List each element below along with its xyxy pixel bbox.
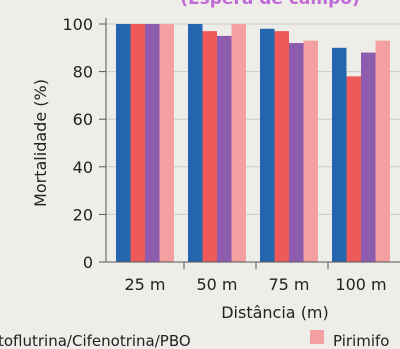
bar	[289, 43, 304, 262]
bar	[116, 24, 131, 262]
x-tick-label: 50 m	[196, 275, 237, 294]
x-axis-title: Distância (m)	[221, 303, 329, 322]
legend-label: toflutrina/Cifenotrina/PBO	[0, 332, 191, 349]
bar	[274, 31, 289, 262]
bars	[116, 24, 390, 263]
bar	[231, 24, 246, 262]
y-axis-title: Mortalidade (%)	[31, 79, 50, 207]
axes	[105, 18, 400, 269]
bar	[375, 40, 390, 262]
y-tick-label: 20	[73, 205, 93, 224]
y-tick-labels: 0 20 40 60 80 100	[62, 15, 93, 272]
legend: toflutrina/Cifenotrina/PBO Pirimifo	[0, 330, 389, 349]
bar	[217, 35, 232, 263]
y-tick-label: 80	[73, 63, 93, 82]
bar	[202, 31, 217, 262]
bar	[346, 76, 361, 262]
y-tick-label: 60	[73, 110, 93, 129]
bar	[159, 24, 174, 262]
bar	[260, 28, 275, 263]
bar	[361, 52, 376, 263]
legend-label: Pirimifo	[333, 332, 389, 349]
legend-swatch	[310, 330, 324, 344]
bar	[188, 24, 203, 262]
bar	[332, 47, 347, 262]
bar	[130, 24, 145, 262]
bar	[303, 40, 318, 262]
x-tick-label: 100 m	[335, 275, 386, 294]
x-tick-labels: 25 m 50 m 75 m 100 m	[124, 275, 386, 294]
y-tick-label: 40	[73, 158, 93, 177]
y-tick-label: 100	[62, 15, 93, 34]
bar	[145, 24, 160, 262]
x-tick-label: 25 m	[124, 275, 165, 294]
y-tick-label: 0	[83, 253, 93, 272]
chart-title: (Espera de campo)	[180, 0, 359, 9]
x-tick-label: 75 m	[268, 275, 309, 294]
